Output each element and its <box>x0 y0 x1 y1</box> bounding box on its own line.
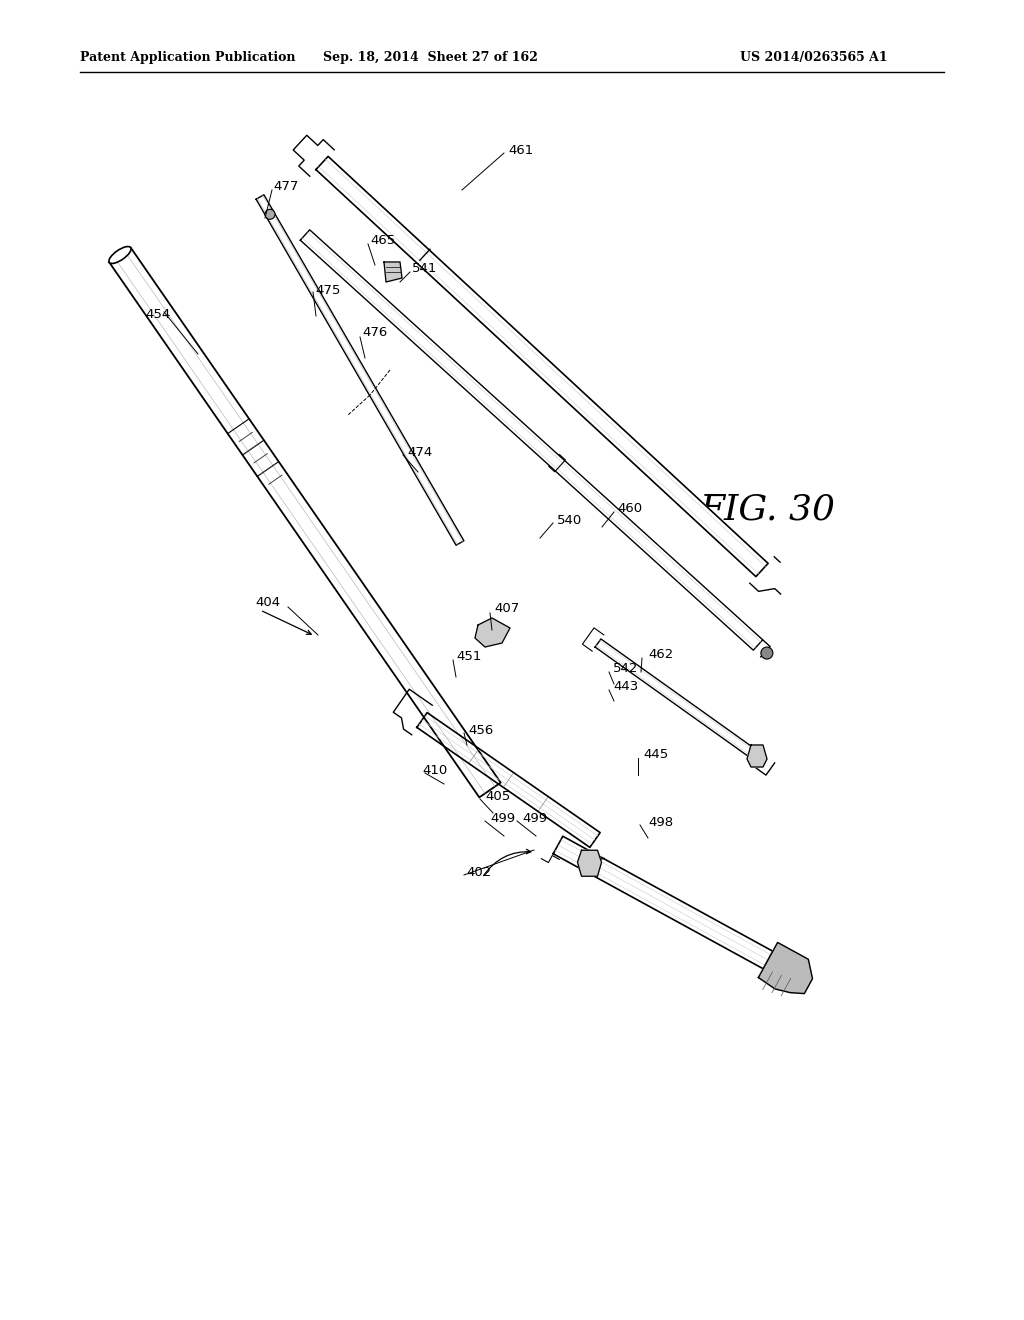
Text: Patent Application Publication: Patent Application Publication <box>80 51 296 65</box>
Text: 407: 407 <box>494 602 519 615</box>
Text: 445: 445 <box>643 748 669 762</box>
Text: 498: 498 <box>648 816 673 829</box>
Circle shape <box>265 210 275 219</box>
Text: 475: 475 <box>315 284 340 297</box>
Text: 454: 454 <box>145 309 170 322</box>
Text: 443: 443 <box>613 681 638 693</box>
Polygon shape <box>417 713 600 847</box>
Text: 499: 499 <box>522 812 547 825</box>
Text: 477: 477 <box>273 180 298 193</box>
Text: 462: 462 <box>648 648 673 661</box>
Circle shape <box>761 647 773 659</box>
Text: 540: 540 <box>557 513 583 527</box>
Text: 465: 465 <box>370 235 395 248</box>
Polygon shape <box>315 156 768 577</box>
Polygon shape <box>110 248 501 797</box>
Polygon shape <box>595 639 765 764</box>
Polygon shape <box>578 850 601 876</box>
Text: 542: 542 <box>613 663 638 676</box>
Ellipse shape <box>109 247 131 264</box>
Text: 476: 476 <box>362 326 387 339</box>
Text: 451: 451 <box>456 651 481 664</box>
Text: US 2014/0263565 A1: US 2014/0263565 A1 <box>740 51 888 65</box>
Polygon shape <box>759 942 812 994</box>
Text: 456: 456 <box>468 723 494 737</box>
Text: 460: 460 <box>617 503 642 516</box>
Text: 461: 461 <box>508 144 534 157</box>
Text: Sep. 18, 2014  Sheet 27 of 162: Sep. 18, 2014 Sheet 27 of 162 <box>323 51 538 65</box>
Text: 402: 402 <box>466 866 492 879</box>
Text: 541: 541 <box>412 263 437 276</box>
Text: 410: 410 <box>422 763 447 776</box>
Text: 499: 499 <box>490 812 515 825</box>
Text: 474: 474 <box>407 446 432 458</box>
Polygon shape <box>256 195 464 545</box>
Text: 404: 404 <box>255 597 281 610</box>
Polygon shape <box>384 261 402 282</box>
Polygon shape <box>300 230 763 651</box>
Text: 405: 405 <box>485 789 510 803</box>
Text: FIG. 30: FIG. 30 <box>700 492 836 527</box>
Polygon shape <box>553 837 773 969</box>
Polygon shape <box>746 744 767 767</box>
Polygon shape <box>475 618 510 647</box>
